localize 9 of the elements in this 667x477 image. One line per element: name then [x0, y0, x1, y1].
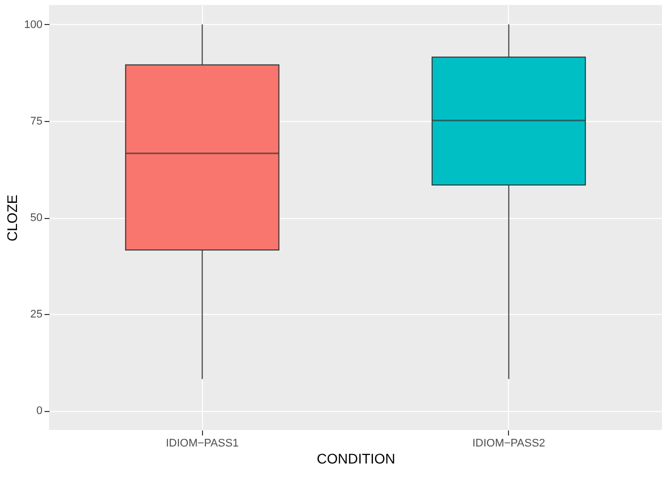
- y-tick-label: 100: [24, 18, 42, 31]
- y-tick-label: 75: [30, 115, 42, 128]
- x-tick-label: IDIOM−PASS1: [166, 438, 239, 450]
- y-tick-label: 50: [30, 212, 42, 224]
- y-axis-title: CLOZE: [4, 194, 20, 242]
- x-axis-title: CONDITION: [316, 450, 396, 466]
- x-tick-label: IDIOM−PASS2: [472, 438, 546, 450]
- y-tick-label: 25: [30, 308, 42, 321]
- y-tick-label: 0: [36, 405, 42, 418]
